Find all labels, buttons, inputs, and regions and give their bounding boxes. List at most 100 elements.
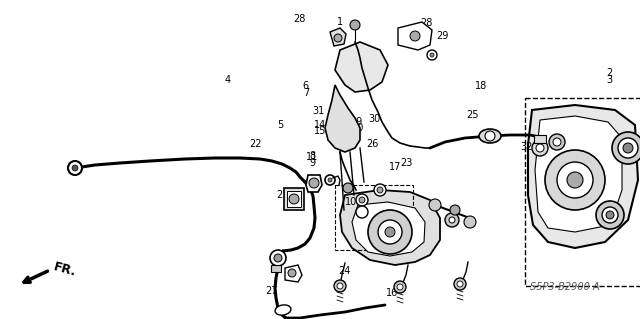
Circle shape <box>450 205 460 215</box>
Circle shape <box>618 138 638 158</box>
Circle shape <box>289 194 299 204</box>
Circle shape <box>356 194 368 206</box>
Circle shape <box>377 187 383 193</box>
Text: 14: 14 <box>314 120 326 130</box>
Text: 28: 28 <box>293 13 306 24</box>
Polygon shape <box>528 105 638 248</box>
Circle shape <box>536 144 544 152</box>
Polygon shape <box>340 190 440 265</box>
Text: S5P3-B2900 A: S5P3-B2900 A <box>530 282 600 292</box>
Circle shape <box>378 220 402 244</box>
Text: 4: 4 <box>224 75 230 85</box>
Circle shape <box>567 172 583 188</box>
Circle shape <box>274 254 282 262</box>
Circle shape <box>343 183 353 193</box>
Circle shape <box>309 178 319 188</box>
Text: 20: 20 <box>351 123 364 133</box>
Text: 32: 32 <box>520 142 532 152</box>
Text: 10: 10 <box>344 197 357 207</box>
Polygon shape <box>352 202 425 256</box>
Polygon shape <box>398 22 432 50</box>
Text: 22: 22 <box>250 139 262 149</box>
Circle shape <box>553 138 561 146</box>
Circle shape <box>430 53 434 57</box>
Bar <box>287 191 301 207</box>
Text: 19: 19 <box>351 117 364 127</box>
Circle shape <box>557 162 593 198</box>
Circle shape <box>623 143 633 153</box>
Circle shape <box>356 206 368 218</box>
Circle shape <box>334 280 346 292</box>
Bar <box>525 98 640 286</box>
Circle shape <box>337 283 343 289</box>
Circle shape <box>485 131 495 141</box>
Text: 8: 8 <box>309 151 316 161</box>
Circle shape <box>602 207 618 223</box>
Circle shape <box>68 161 82 175</box>
Polygon shape <box>306 175 322 192</box>
Circle shape <box>429 199 441 211</box>
Text: 31: 31 <box>312 106 325 116</box>
Polygon shape <box>285 265 302 282</box>
Circle shape <box>427 50 437 60</box>
Polygon shape <box>330 28 346 46</box>
Text: 23: 23 <box>400 158 413 168</box>
Circle shape <box>464 216 476 228</box>
Text: 6: 6 <box>303 81 309 91</box>
Text: 17: 17 <box>389 161 402 172</box>
Bar <box>284 188 304 210</box>
Text: 24: 24 <box>338 265 351 276</box>
Circle shape <box>334 34 342 42</box>
Circle shape <box>270 250 286 266</box>
Polygon shape <box>325 85 360 152</box>
Circle shape <box>606 211 614 219</box>
Circle shape <box>325 175 335 185</box>
Text: 3: 3 <box>606 75 612 85</box>
Text: 30: 30 <box>368 114 381 124</box>
Text: 2: 2 <box>606 68 612 78</box>
Text: 11: 11 <box>306 152 319 162</box>
Bar <box>534 135 546 143</box>
Circle shape <box>612 132 640 164</box>
Circle shape <box>449 217 455 223</box>
Circle shape <box>368 210 412 254</box>
Circle shape <box>359 197 365 203</box>
Bar <box>271 265 281 272</box>
Circle shape <box>394 281 406 293</box>
Text: 5: 5 <box>277 120 284 130</box>
Circle shape <box>457 281 463 287</box>
Text: 25: 25 <box>466 110 479 120</box>
Text: 16: 16 <box>385 288 398 298</box>
Circle shape <box>596 201 624 229</box>
Circle shape <box>328 178 332 182</box>
Polygon shape <box>335 42 388 92</box>
Text: 26: 26 <box>366 139 379 149</box>
Text: 27: 27 <box>266 286 278 296</box>
Text: 13: 13 <box>595 145 608 156</box>
Circle shape <box>532 140 548 156</box>
Circle shape <box>72 165 78 171</box>
Circle shape <box>549 134 565 150</box>
Circle shape <box>454 278 466 290</box>
Text: 28: 28 <box>420 18 433 28</box>
Circle shape <box>374 184 386 196</box>
Text: FR.: FR. <box>52 261 77 279</box>
Text: 15: 15 <box>314 126 326 137</box>
Ellipse shape <box>275 305 291 315</box>
Circle shape <box>410 31 420 41</box>
Text: 9: 9 <box>309 158 316 168</box>
Circle shape <box>445 213 459 227</box>
Bar <box>335 185 413 250</box>
Text: 12: 12 <box>566 189 579 199</box>
Polygon shape <box>535 116 622 232</box>
Circle shape <box>288 269 296 277</box>
Circle shape <box>545 150 605 210</box>
Text: 1: 1 <box>337 17 344 27</box>
Circle shape <box>385 227 395 237</box>
Circle shape <box>350 20 360 30</box>
Ellipse shape <box>479 129 501 143</box>
Text: 7: 7 <box>303 87 309 98</box>
Circle shape <box>397 284 403 290</box>
Text: 18: 18 <box>475 81 488 91</box>
Text: 21: 21 <box>276 190 289 200</box>
